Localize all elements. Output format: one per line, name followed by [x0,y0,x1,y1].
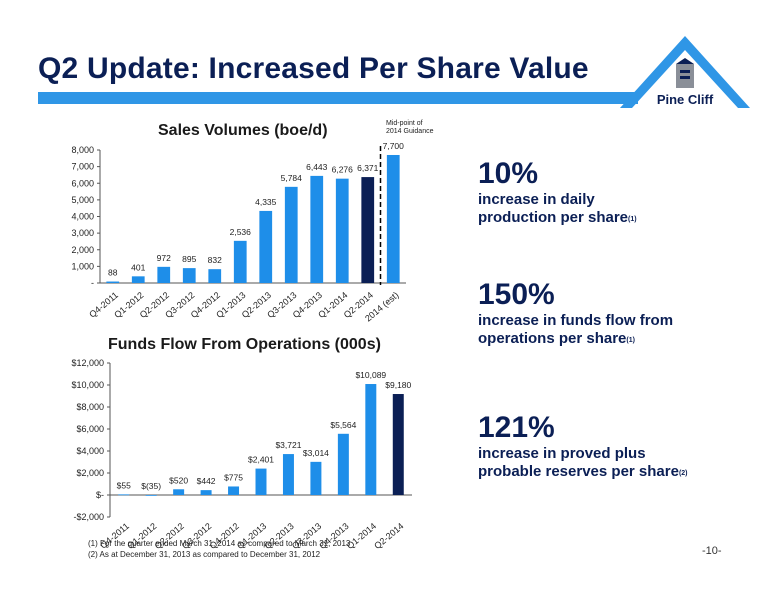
title-underline-bar [38,92,638,104]
stat-production-desc: increase in daily production per share(1… [478,191,738,230]
stat-reserves: 121% increase in proved plus probable re… [478,411,738,484]
funds-bar [118,494,130,496]
funds-bar [365,384,377,495]
sales-data-label: 4,335 [255,197,277,207]
funds-bar [310,461,322,495]
stat-reserves-line1: increase in proved plus [478,445,646,462]
sales-bar [259,210,273,283]
logo-text: Pine Cliff [657,92,714,107]
funds-ytick-label: $4,000 [76,446,104,456]
funds-ytick-label: $10,000 [71,380,104,390]
stat-reserves-line2: probable reserves per share [478,463,679,480]
guidance-annotation-line1: Mid-point of [386,120,423,127]
stat-production-note: (1) [628,216,637,223]
funds-data-label: $9,180 [385,380,411,390]
stat-funds-flow: 150% increase in funds flow from operati… [478,278,738,351]
sales-bar [284,186,298,283]
funds-xtick-label: Q2-2014 [372,521,405,551]
sales-data-label: 88 [108,268,118,278]
funds-ytick-label: -$2,000 [73,512,104,522]
sales-data-label: 7,700 [383,141,405,151]
sales-data-label: 5,784 [281,173,303,183]
sales-data-label: 6,443 [306,162,328,172]
pine-cliff-logo: Pine Cliff [620,36,750,108]
funds-data-label: $2,401 [248,455,274,465]
sales-bar [131,276,145,283]
funds-data-label: $5,564 [330,420,356,430]
funds-bar [173,489,185,495]
sales-bar [386,154,400,283]
sales-volume-chart-title: Sales Volumes (boe/d) [158,122,328,139]
sales-ytick-label: 6,000 [71,178,94,188]
funds-data-label: $10,089 [355,370,386,380]
guidance-annotation: Mid-point of 2014 Guidance [386,120,433,136]
sales-data-label: 895 [182,254,196,264]
funds-ytick-label: $12,000 [71,358,104,368]
stat-production: 10% increase in daily production per sha… [478,157,738,230]
sales-ytick-label: - [91,278,94,288]
sales-bar [233,240,247,283]
sales-ytick-label: 3,000 [71,228,94,238]
sales-ytick-label: 7,000 [71,162,94,172]
stat-funds-flow-line2: operations per share [478,330,627,347]
sales-bar [310,175,324,283]
stat-production-value: 10% [478,157,539,190]
funds-data-label: $(35) [141,481,161,491]
sales-bar [361,177,375,283]
stat-funds-flow-desc: increase in funds flow from operations p… [478,312,738,351]
sales-ytick-label: 8,000 [71,145,94,155]
guidance-annotation-line2: 2014 Guidance [386,128,434,135]
funds-ytick-label: $2,000 [76,468,104,478]
funds-ytick-label: $8,000 [76,402,104,412]
sales-data-label: 6,276 [332,165,354,175]
funds-bar [228,486,240,495]
page-title: Q2 Update: Increased Per Share Value [38,52,589,85]
stat-funds-flow-value: 150% [478,278,555,311]
page-number: -10- [702,545,722,557]
funds-bar [337,433,349,495]
sales-bar [335,178,349,283]
sales-data-label: 832 [208,255,222,265]
stat-reserves-desc: increase in proved plus probable reserve… [478,445,738,484]
footnotes: (1) For the quarter ended March 31, 2014… [88,538,350,560]
funds-ytick-label: $6,000 [76,424,104,434]
stat-production-line1: increase in daily [478,191,595,208]
sales-data-label: 972 [157,253,171,263]
stat-reserves-note: (2) [678,470,688,477]
funds-data-label: $775 [224,472,243,482]
sales-data-label: 2,536 [230,227,252,237]
sales-bar [208,269,222,283]
stat-funds-flow-line1: increase in funds flow from [478,312,674,329]
sales-data-label: 6,371 [357,163,379,173]
sales-bar [182,268,196,283]
funds-bar [392,394,404,495]
funds-bar [145,495,157,496]
sales-ytick-label: 4,000 [71,212,94,222]
funds-data-label: $55 [117,480,131,490]
funds-data-label: $3,014 [303,448,329,458]
funds-data-label: $520 [169,475,188,485]
funds-bar [255,468,267,495]
funds-data-label: $442 [197,476,216,486]
sales-data-label: 401 [131,262,145,272]
stat-reserves-value: 121% [478,411,555,444]
funds-bar [200,490,212,495]
sales-bar [106,281,120,283]
sales-ytick-label: 5,000 [71,195,94,205]
funds-bar [282,454,294,495]
footnote-1: (1) For the quarter ended March 31, 2014… [88,539,351,548]
funds-flow-chart-title: Funds Flow From Operations (000s) [108,336,381,353]
sales-bar [157,266,171,283]
stat-funds-flow-note: (1) [626,337,635,344]
funds-data-label: $3,721 [275,440,301,450]
funds-ytick-label: $- [96,490,104,500]
footnote-2: (2) As at December 31, 2013 as compared … [88,550,321,559]
stat-production-line2: production per share [478,209,629,226]
sales-ytick-label: 2,000 [71,245,94,255]
sales-ytick-label: 1,000 [71,261,94,271]
